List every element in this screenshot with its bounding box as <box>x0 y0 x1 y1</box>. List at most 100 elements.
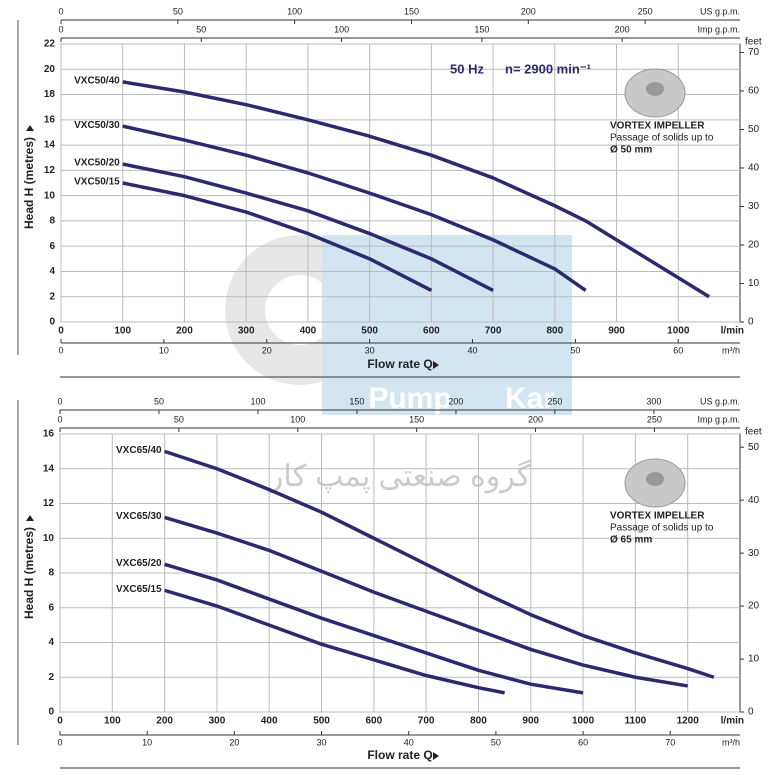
secondary-tick-label: 50 <box>173 6 183 16</box>
x-tick-label: 100 <box>114 326 131 337</box>
secondary-tick-label: 0 <box>58 24 63 34</box>
secondary-tick-label: 100 <box>334 24 349 34</box>
y-tick-label: 12 <box>43 498 55 509</box>
info-line: Passage of solids up to <box>610 523 714 534</box>
x-tick-label: 400 <box>300 326 317 337</box>
y-tick-label: 16 <box>44 114 56 125</box>
y2-tick-label: 40 <box>748 163 760 174</box>
y-tick-label: 10 <box>43 533 55 544</box>
y-tick-label: 16 <box>43 429 55 440</box>
x-tick-label: 1000 <box>667 326 690 337</box>
info-title: VORTEX IMPELLER <box>610 511 705 522</box>
secondary-tick-label: 0 <box>58 6 63 16</box>
impeller-hub <box>646 82 664 96</box>
y2-label: feet <box>745 37 762 48</box>
y-tick-label: 6 <box>49 241 55 252</box>
secondary-tick-label: 150 <box>349 396 364 406</box>
arrow <box>26 515 34 521</box>
secondary-tick-label: 40 <box>468 345 478 355</box>
curve-label: VXC65/30 <box>116 511 162 522</box>
secondary-tick-label: 30 <box>365 345 375 355</box>
x-tick-label: 1200 <box>677 716 700 727</box>
speed: n= 2900 min⁻¹ <box>505 61 591 76</box>
y-tick-label: 22 <box>44 39 56 50</box>
curve-label: VXC50/30 <box>74 120 120 131</box>
curve-label: VXC65/20 <box>116 558 162 569</box>
x-tick-label: 600 <box>423 326 440 337</box>
secondary-tick-label: 250 <box>547 396 562 406</box>
secondary-tick-label: 50 <box>196 24 206 34</box>
curve <box>164 515 688 688</box>
watermark-text: Pump <box>368 382 451 415</box>
secondary-tick-label: 150 <box>474 24 489 34</box>
secondary-tick-label: 300 <box>646 396 661 406</box>
info-line: Passage of solids up to <box>610 133 714 144</box>
curve-label: VXC65/40 <box>116 445 162 456</box>
y-axis-title: Head H (metres) <box>22 527 36 619</box>
curve-label: VXC65/15 <box>116 584 162 595</box>
secondary-axis-label: US g.p.m. <box>700 396 740 406</box>
x-tick-label: 1100 <box>625 716 647 727</box>
y2-tick-label: 30 <box>748 548 760 559</box>
y2-tick-label: 10 <box>748 278 760 289</box>
y-tick-label: 14 <box>43 463 55 474</box>
secondary-tick-label: 40 <box>404 737 414 747</box>
y-tick-label: 2 <box>49 291 55 302</box>
secondary-axis-label: Imp g.p.m. <box>697 414 740 424</box>
x-tick-label: 700 <box>418 716 435 727</box>
x-tick-label: 500 <box>313 716 330 727</box>
x-tick-label: 400 <box>261 716 278 727</box>
y-tick-label: 4 <box>48 637 54 648</box>
secondary-tick-label: 30 <box>317 737 327 747</box>
x-tick-label: 100 <box>104 716 121 727</box>
secondary-tick-label: 60 <box>673 345 683 355</box>
x-unit: l/min <box>721 326 744 337</box>
secondary-axis-label: Imp g.p.m. <box>697 24 740 34</box>
secondary-tick-label: 200 <box>521 6 536 16</box>
y2-label: feet <box>745 427 762 438</box>
secondary-axis-label: US g.p.m. <box>700 6 740 16</box>
x-axis-title: Flow rate Q <box>367 748 432 762</box>
x-unit: l/min <box>721 716 744 727</box>
x-tick-label: 0 <box>58 326 64 337</box>
y-axis-title: Head H (metres) <box>22 137 36 229</box>
secondary-tick-label: 200 <box>615 24 630 34</box>
y2-tick-label: 0 <box>748 317 754 328</box>
curve-label: VXC50/20 <box>74 158 120 169</box>
y2-tick-label: 20 <box>748 240 760 251</box>
y-tick-label: 14 <box>44 140 56 151</box>
y2-tick-label: 60 <box>748 86 760 97</box>
secondary-tick-label: 0 <box>57 737 62 747</box>
secondary-tick-label: 250 <box>647 414 662 424</box>
y2-tick-label: 10 <box>748 654 760 665</box>
y-tick-label: 10 <box>44 190 56 201</box>
x-tick-label: 300 <box>209 716 226 727</box>
curve <box>122 162 494 292</box>
frequency: 50 Hz <box>450 61 484 76</box>
watermark-gear-hole <box>265 275 335 345</box>
x-tick-label: 700 <box>485 326 502 337</box>
curve <box>164 449 715 679</box>
curve-label: VXC50/15 <box>74 177 120 188</box>
info-size: Ø 65 mm <box>610 535 652 546</box>
curve <box>122 80 711 299</box>
y-tick-label: 20 <box>44 64 56 75</box>
arrow <box>433 361 439 369</box>
x-tick-label: 800 <box>546 326 563 337</box>
x-tick-label: 200 <box>156 716 173 727</box>
y-tick-label: 0 <box>48 707 54 718</box>
secondary-tick-label: 70 <box>665 737 675 747</box>
info-title: VORTEX IMPELLER <box>610 121 705 132</box>
secondary-tick-label: 200 <box>528 414 543 424</box>
y2-tick-label: 20 <box>748 601 760 612</box>
x-tick-label: 0 <box>57 716 63 727</box>
secondary-tick-label: 150 <box>409 414 424 424</box>
y-tick-label: 8 <box>48 568 54 579</box>
y-tick-label: 2 <box>48 672 54 683</box>
secondary-tick-label: 60 <box>578 737 588 747</box>
y2-tick-label: 40 <box>748 495 760 506</box>
watermark-text: Kar <box>505 382 555 415</box>
impeller-hub <box>646 472 664 486</box>
secondary-tick-label: 150 <box>404 6 419 16</box>
secondary-tick-label: 50 <box>491 737 501 747</box>
